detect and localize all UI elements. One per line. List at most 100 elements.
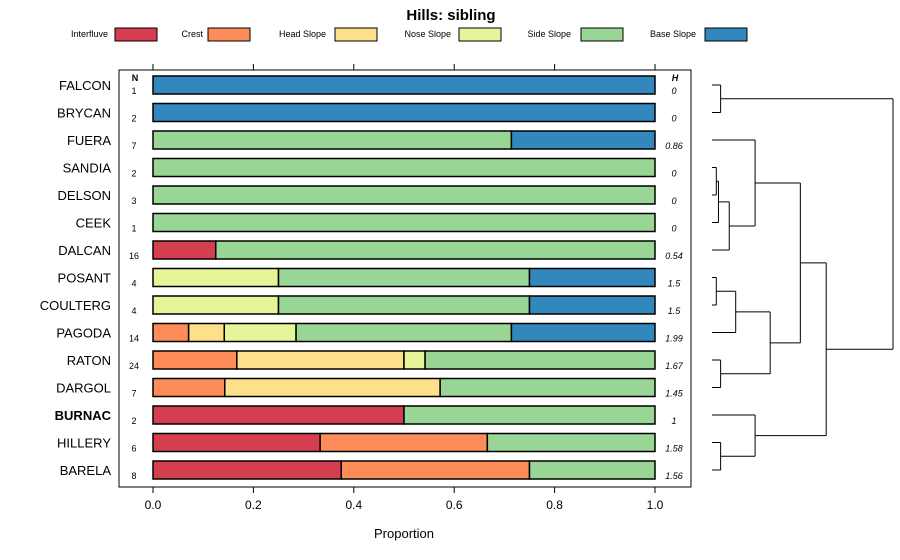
row-barela: BARELA 8 1.56: [60, 460, 683, 481]
row-label: FALCON: [59, 78, 111, 93]
row-count: 2: [131, 114, 136, 124]
legend-label-head-slope: Head Slope: [279, 29, 326, 39]
bar-segment-interfluve: [152, 240, 217, 260]
row-entropy: 1.5: [668, 306, 682, 316]
legend-label-base-slope: Base Slope: [650, 29, 696, 39]
row-count: 7: [131, 389, 136, 399]
x-axis-title: Proportion: [374, 526, 434, 541]
bar-segment-base-slope: [528, 295, 656, 315]
bar-segment-side-slope: [486, 432, 656, 453]
row-fuera: FUERA 7 0.86: [67, 130, 683, 151]
x-tick-label: 0.8: [546, 498, 563, 512]
row-count: 2: [131, 416, 136, 426]
bar-segment-side-slope: [152, 130, 513, 150]
row-delson: DELSON 3 0: [58, 185, 677, 206]
legend-label-crest: Crest: [181, 29, 203, 39]
row-label: CEEK: [76, 216, 112, 231]
bar-segment-side-slope: [439, 377, 656, 398]
row-label: FUERA: [67, 133, 111, 148]
legend-swatch-nose-slope: [458, 27, 502, 42]
x-tick-label: 0.0: [145, 498, 162, 512]
row-label: BURNAC: [55, 408, 112, 423]
count-header: N: [132, 73, 139, 83]
bar-segment-side-slope: [403, 405, 656, 425]
bar-segment-side-slope: [528, 460, 656, 480]
x-tick-label: 0.4: [345, 498, 362, 512]
row-entropy: 0: [671, 169, 676, 179]
bar-segment-base-slope: [528, 267, 656, 288]
row-label: DELSON: [58, 188, 111, 203]
bar-segment-head-slope: [236, 350, 405, 370]
row-entropy: 1.5: [668, 279, 682, 289]
row-count: 2: [131, 169, 136, 179]
bar-segment-side-slope: [424, 350, 656, 370]
row-count: 4: [131, 306, 136, 316]
x-tick-label: 0.2: [245, 498, 262, 512]
row-label: RATON: [67, 353, 111, 368]
bar-segment-interfluve: [152, 405, 405, 425]
row-entropy: 1.99: [665, 334, 683, 344]
chart-title: Hills: sibling: [406, 7, 495, 24]
bar-segment-base-slope: [152, 75, 656, 95]
bar-segment-crest: [152, 350, 238, 370]
bar-segment-side-slope: [215, 240, 656, 260]
row-pagoda: PAGODA 14 1.99: [56, 322, 683, 344]
row-posant: POSANT 4 1.5: [58, 267, 682, 289]
row-entropy: 0: [671, 196, 676, 206]
row-label: DARGOL: [56, 381, 111, 396]
row-entropy: 0: [671, 114, 676, 124]
entropy-header: H: [672, 73, 679, 83]
row-count: 6: [131, 444, 136, 454]
row-coulterg: COULTERG 4 1.5: [40, 295, 682, 316]
row-sandia: SANDIA 2 0: [63, 157, 677, 179]
legend-swatch-base-slope: [704, 27, 748, 42]
row-label: POSANT: [58, 271, 112, 286]
legend-swatch-head-slope: [334, 27, 378, 42]
row-entropy: 1.67: [665, 361, 684, 371]
row-entropy: 1.45: [665, 389, 684, 399]
bar-segment-crest: [340, 460, 531, 480]
row-entropy: 1: [671, 416, 676, 426]
row-count: 1: [131, 86, 136, 96]
row-entropy: 0.86: [665, 141, 683, 151]
bar-segment-nose-slope: [152, 267, 280, 288]
bar-segment-interfluve: [152, 460, 342, 480]
row-count: 4: [131, 279, 136, 289]
legend-swatch-interfluve: [114, 27, 158, 42]
legend-label-interfluve: Interfluve: [71, 29, 108, 39]
legend-label-nose-slope: Nose Slope: [404, 29, 451, 39]
bar-segment-crest: [319, 432, 489, 453]
row-label: COULTERG: [40, 298, 111, 313]
row-ceek: CEEK 1 0: [76, 212, 677, 234]
bar-segment-nose-slope: [152, 295, 280, 315]
row-entropy: 1.56: [665, 471, 683, 481]
row-dalcan: DALCAN 16 0.54: [58, 240, 683, 261]
legend: Interfluve Crest Head Slope Nose Slope Side …: [71, 27, 748, 42]
row-falcon: FALCON 1 0: [59, 75, 677, 96]
bar-segment-crest: [152, 322, 190, 343]
bar-segment-side-slope: [152, 185, 656, 205]
row-hillery: HILLERY 6 1.58: [57, 432, 683, 454]
row-count: 7: [131, 141, 136, 151]
x-tick-label: 1.0: [647, 498, 664, 512]
bar-segment-side-slope: [277, 295, 531, 315]
bar-segment-base-slope: [152, 102, 656, 123]
x-tick-label: 0.6: [446, 498, 463, 512]
bar-segment-nose-slope: [403, 350, 426, 370]
row-label: DALCAN: [58, 243, 111, 258]
bar-segment-nose-slope: [223, 322, 297, 343]
bar-segment-side-slope: [152, 212, 656, 233]
row-count: 14: [129, 334, 139, 344]
row-brycan: BRYCAN 2 0: [57, 102, 677, 124]
row-count: 16: [129, 251, 139, 261]
bar-segment-crest: [152, 377, 226, 398]
bar-segment-interfluve: [152, 432, 321, 453]
bar-segment-side-slope: [295, 322, 513, 343]
row-count: 1: [131, 224, 136, 234]
bar-segment-head-slope: [224, 377, 441, 398]
bar-segment-side-slope: [277, 267, 531, 288]
row-entropy: 1.58: [665, 444, 683, 454]
bar-segment-head-slope: [187, 322, 226, 343]
bar-segment-side-slope: [152, 157, 656, 178]
